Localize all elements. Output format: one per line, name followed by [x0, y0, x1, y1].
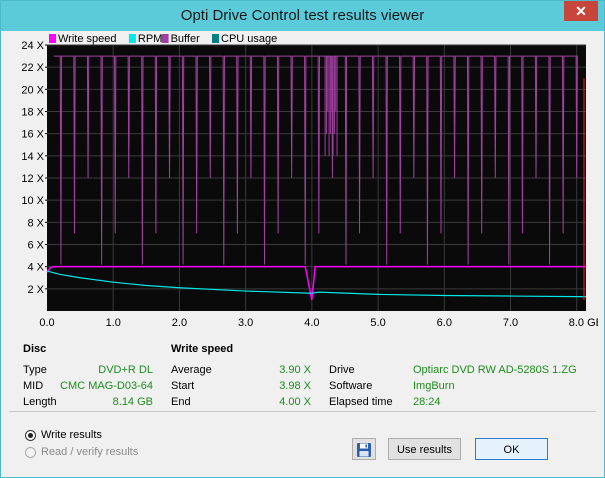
- title-bar: Opti Drive Control test results viewer ✕: [1, 1, 604, 31]
- read-verify-radio: [25, 446, 36, 458]
- drive-label: Drive: [329, 364, 355, 376]
- legend-swatch: [161, 34, 169, 43]
- y-tick-label: 24 X: [21, 40, 44, 52]
- y-tick-label: 4 X: [27, 262, 44, 274]
- disc-mid-label: MID: [23, 380, 44, 392]
- software-label: Software: [329, 380, 373, 392]
- write-results-radio[interactable]: [25, 429, 36, 441]
- legend-label: Buffer: [171, 33, 200, 45]
- x-tick-label: 2.0: [172, 317, 187, 329]
- speed-average-value: 3.90 X: [279, 364, 311, 376]
- y-tick-label: 12 X: [21, 173, 44, 185]
- y-tick-label: 2 X: [27, 284, 44, 296]
- disc-type-label: Type: [23, 364, 47, 376]
- legend-label: RPM: [138, 33, 162, 45]
- speed-end-label: End: [171, 396, 191, 408]
- use-results-button[interactable]: Use results: [388, 438, 461, 460]
- speed-section-title: Write speed: [171, 343, 234, 355]
- legend-swatch: [49, 34, 56, 43]
- write-results-label[interactable]: Write results: [41, 429, 102, 441]
- x-tick-label: 0.0: [39, 317, 54, 329]
- speed-end-value: 4.00 X: [279, 396, 311, 408]
- y-tick-label: 22 X: [21, 62, 44, 74]
- ok-button[interactable]: OK: [475, 438, 548, 460]
- drive-value: Optiarc DVD RW AD-5280S 1.ZG: [413, 364, 577, 376]
- rpm-series-line: [46, 270, 586, 298]
- elapsed-time-value: 28:24: [413, 396, 441, 408]
- y-tick-label: 6 X: [27, 240, 44, 252]
- read-verify-option: Read / verify results: [25, 444, 138, 460]
- speed-start-value: 3.98 X: [279, 380, 311, 392]
- x-tick-label: 6.0: [437, 317, 452, 329]
- x-tick-label: 1.0: [106, 317, 121, 329]
- x-tick-label: 3.0: [238, 317, 253, 329]
- x-tick-label: 7.0: [503, 317, 518, 329]
- y-tick-label: 16 X: [21, 129, 44, 141]
- save-button[interactable]: [352, 438, 376, 460]
- floppy-disk-icon: [357, 443, 371, 457]
- window-title: Opti Drive Control test results viewer: [180, 7, 425, 24]
- y-tick-label: 10 X: [21, 195, 44, 207]
- disc-type-value: DVD+R DL: [98, 364, 153, 376]
- speed-chart: 2 X 4 X 6 X 8 X 10 X 12 X 14 X 16 X 18 X 20 X 22 X…: [10, 33, 603, 339]
- software-value: ImgBurn: [413, 380, 455, 392]
- disc-section-title: Disc: [23, 343, 47, 355]
- y-tick-label: 18 X: [21, 107, 44, 119]
- chart-svg: 2 X 4 X 6 X 8 X 10 X 12 X 14 X 16 X 18 X 20 X 22 X…: [21, 33, 603, 329]
- divider: [9, 411, 596, 412]
- speed-average-label: Average: [171, 364, 212, 376]
- read-verify-label: Read / verify results: [41, 446, 139, 458]
- x-tick-label: 5.0: [370, 317, 385, 329]
- disc-mid-value: CMC MAG-D03-64: [60, 380, 153, 392]
- write-speed-series-line: [46, 265, 586, 301]
- y-tick-label: 14 X: [21, 151, 44, 163]
- legend-label: CPU usage: [221, 33, 277, 45]
- x-tick-label: 4.0: [304, 317, 319, 329]
- y-tick-label: 8 X: [27, 217, 44, 229]
- y-tick-label: 20 X: [21, 84, 44, 96]
- write-results-option[interactable]: Write results: [25, 427, 102, 443]
- disc-length-value: 8.14 GB: [112, 396, 153, 408]
- legend-label: Write speed: [58, 33, 117, 45]
- disc-length-label: Length: [23, 396, 57, 408]
- close-button[interactable]: ✕: [564, 1, 598, 21]
- legend-swatch: [128, 34, 136, 43]
- elapsed-time-label: Elapsed time: [329, 396, 393, 408]
- speed-start-label: Start: [171, 380, 195, 392]
- legend-swatch: [212, 34, 219, 43]
- x-tick-label: 8.0 GB: [569, 317, 598, 329]
